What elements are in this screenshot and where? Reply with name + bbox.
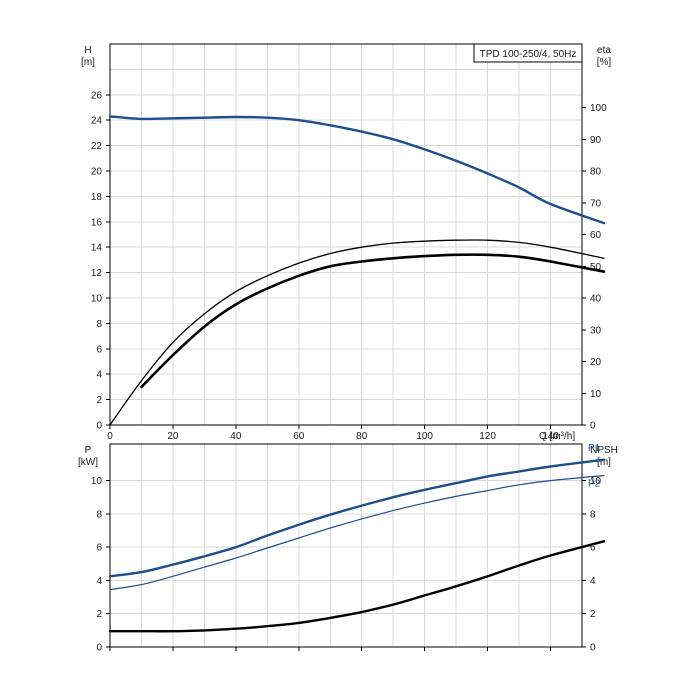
y-right-axis-label: eta (597, 45, 611, 56)
y-right-axis-unit: [%] (597, 57, 612, 68)
title-box (473, 43, 583, 63)
y-axis-label: H (84, 45, 91, 56)
power-npsh-chart: 0 2 4 6 8 10 0 2 4 6 8 10 P[kW] NPSH[m] P1 P2 (78, 443, 618, 654)
y-tick-label: 2 (96, 609, 102, 620)
series-0-1-line (109, 239, 605, 426)
y-tick-label: 14 (91, 243, 103, 254)
y-right-tick-label: 100 (590, 103, 607, 114)
y-tick-label: 6 (96, 344, 102, 355)
y-right-tick-label: 30 (590, 325, 602, 336)
x-tick-label: 0 (107, 431, 113, 442)
y-right-tick-label: 60 (590, 230, 602, 241)
y-right-tick-label: 0 (590, 421, 596, 432)
series-label-p1: P1 (588, 443, 601, 454)
y-tick-label: 26 (91, 90, 103, 101)
series-0-0-line (108, 115, 606, 225)
y-tick-label: 12 (91, 268, 103, 279)
y-right-tick-label: 0 (590, 643, 596, 654)
y-tick-label: 10 (91, 294, 103, 305)
series-1-2-line (108, 540, 606, 633)
y-right-axis-unit: [m] (597, 457, 611, 468)
y-right-tick-label: 50 (590, 262, 602, 273)
plot-frame (109, 43, 583, 426)
x-tick-label: 60 (293, 431, 305, 442)
y-tick-label: 8 (96, 509, 102, 520)
x-tick-label: 100 (416, 431, 433, 442)
y-tick-label: 0 (96, 643, 102, 654)
y-right-tick-label: 70 (590, 198, 602, 209)
y-tick-label: 24 (91, 116, 103, 127)
y-right-tick-label: 4 (590, 576, 596, 587)
x-tick-label: 140 (542, 431, 559, 442)
y-right-tick-label: 8 (590, 509, 596, 520)
y-tick-label: 8 (96, 319, 102, 330)
y-right-axis-label: NPSH (590, 445, 618, 456)
series-p1-line (108, 458, 606, 578)
series-label-p2: P2 (588, 479, 601, 490)
series-p2-line (109, 475, 605, 591)
y-right-tick-label: 80 (590, 167, 602, 178)
y-right-tick-label: 10 (590, 476, 602, 487)
y-tick-label: 16 (91, 217, 103, 228)
x-axis-label: Q [m³/h] (539, 431, 575, 442)
y-tick-label: 2 (96, 395, 102, 406)
head-efficiency-chart: 0246810121416182022242601020304050607080… (81, 43, 612, 442)
y-axis-label: P (85, 445, 92, 456)
y-tick-label: 4 (96, 370, 102, 381)
y-tick-label: 0 (96, 421, 102, 432)
x-tick-label: 120 (479, 431, 496, 442)
plot-frame (109, 443, 583, 648)
y-right-tick-label: 40 (590, 294, 602, 305)
x-tick-label: 20 (167, 431, 179, 442)
x-tick-label: 80 (356, 431, 368, 442)
y-tick-label: 22 (91, 141, 103, 152)
y-tick-label: 20 (91, 167, 103, 178)
y-right-tick-label: 2 (590, 609, 596, 620)
y-tick-label: 6 (96, 543, 102, 554)
chart-title: TPD 100-250/4, 50Hz (480, 49, 577, 60)
y-right-tick-label: 20 (590, 357, 602, 368)
x-tick-label: 40 (230, 431, 242, 442)
y-tick-label: 10 (91, 476, 103, 487)
y-right-tick-label: 6 (590, 543, 596, 554)
y-tick-label: 4 (96, 576, 102, 587)
y-tick-label: 18 (91, 192, 103, 203)
y-axis-unit: [m] (81, 57, 95, 68)
y-right-tick-label: 90 (590, 135, 602, 146)
y-right-tick-label: 10 (590, 389, 602, 400)
y-axis-unit: [kW] (78, 457, 98, 468)
series-0-2-line (140, 253, 606, 389)
